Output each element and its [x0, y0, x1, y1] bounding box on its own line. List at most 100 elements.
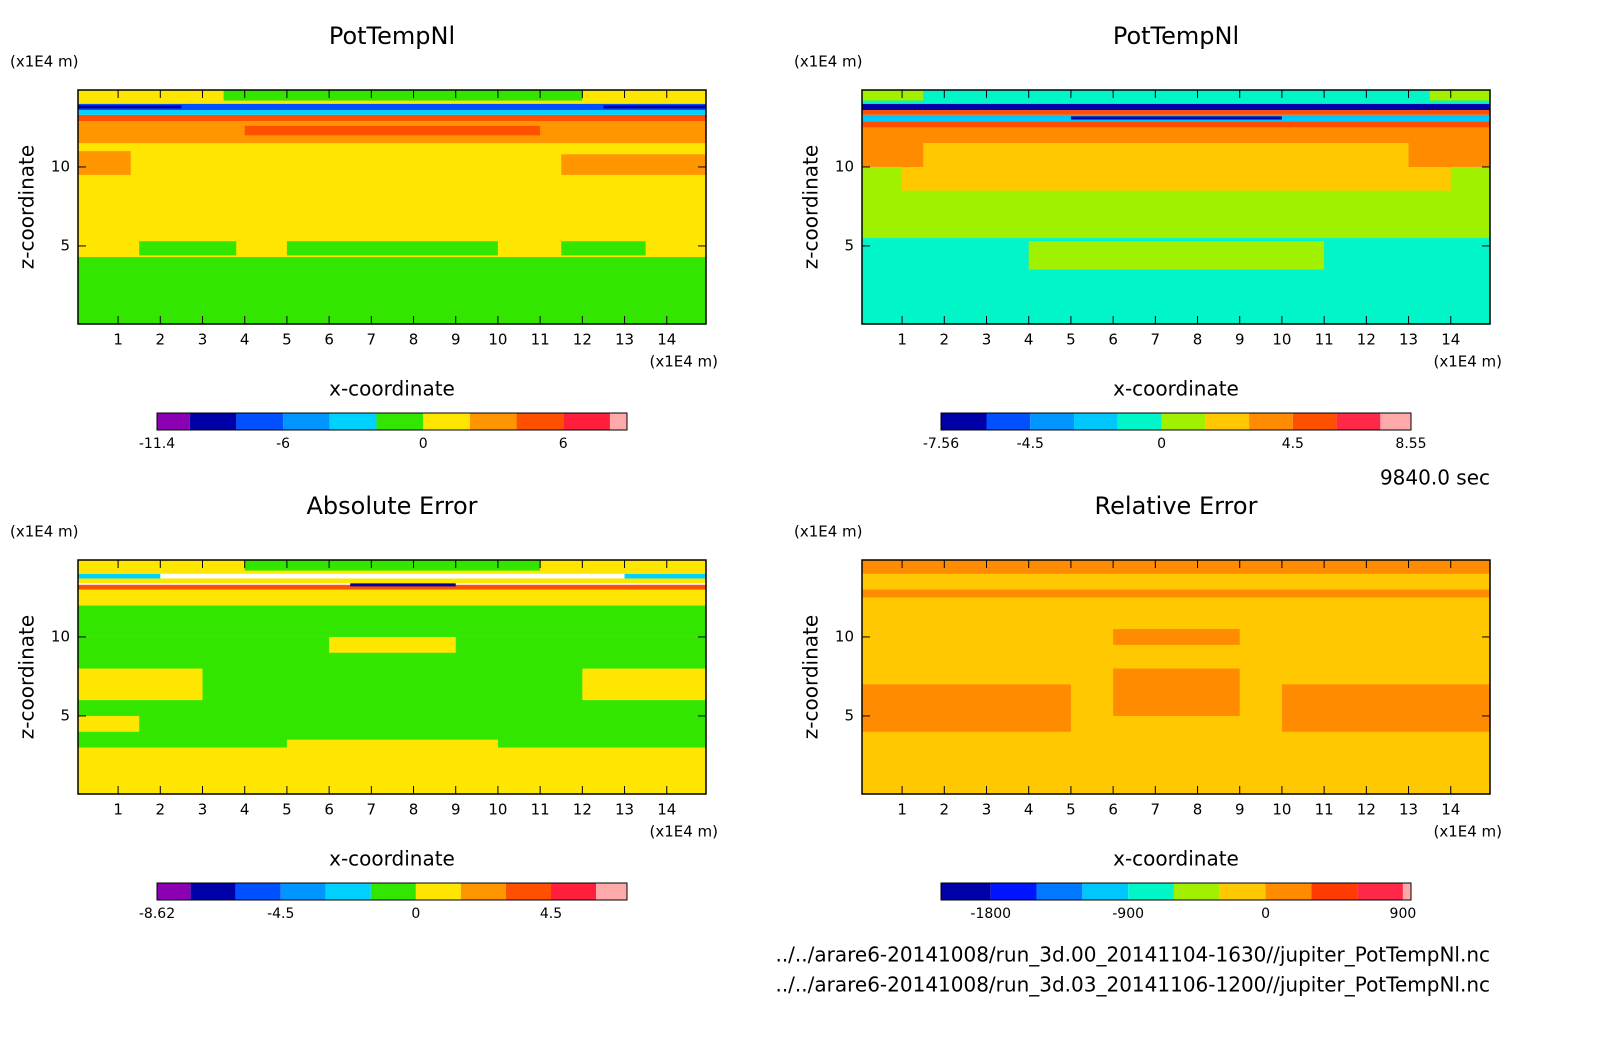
x-tick-label: 12 — [1357, 801, 1376, 819]
colorbar-segment — [1117, 413, 1162, 430]
plot-frame — [861, 559, 1491, 795]
colorbar-segment — [370, 883, 416, 900]
contour-region — [902, 143, 1451, 191]
x-tick-label: 7 — [1151, 801, 1161, 819]
colorbar-segment — [941, 413, 987, 430]
contour-region — [78, 103, 706, 111]
colorbar-segment — [283, 413, 330, 430]
contour-region — [1070, 116, 1282, 120]
colorbar-segment — [1357, 883, 1403, 900]
x-tick-label: 1 — [113, 801, 123, 819]
x-tick-label: 4 — [1024, 801, 1034, 819]
x-tick-label: 13 — [1399, 331, 1418, 349]
colorbar-tick-label: -4.5 — [267, 906, 294, 922]
colorbar-segment — [329, 413, 377, 430]
colorbar-tick-label: -900 — [1112, 906, 1144, 922]
contour-region — [862, 90, 924, 101]
y-axis-label: z-coordinate — [799, 615, 823, 739]
contour-field — [78, 560, 706, 794]
colorbar-segment — [516, 413, 564, 430]
contour-region — [1281, 684, 1490, 732]
x-tick-label: 8 — [1193, 331, 1203, 349]
panel-title: PotTempNl — [1113, 22, 1239, 50]
colorbar-segment — [1336, 413, 1381, 430]
y-unit: (x1E4 m) — [10, 53, 79, 71]
y-axis-label: z-coordinate — [15, 615, 39, 739]
x-tick-label: 10 — [1272, 331, 1291, 349]
contour-region — [286, 241, 498, 256]
x-tick-label: 11 — [1315, 331, 1334, 349]
x-tick-label: 14 — [657, 331, 676, 349]
x-axis-label: x-coordinate — [329, 377, 455, 401]
colorbar-tick-label: -7.56 — [923, 436, 959, 452]
x-tick-label: 2 — [940, 801, 950, 819]
y-tick-label: 10 — [51, 157, 70, 175]
contour-field — [862, 560, 1490, 794]
x-tick-label: 4 — [240, 331, 250, 349]
plot-frame — [861, 89, 1491, 325]
y-tick-label: 5 — [60, 706, 70, 724]
x-tick-label: 3 — [982, 801, 992, 819]
colorbar-segment — [376, 413, 424, 430]
colorbar-segment — [990, 883, 1037, 900]
x-unit: (x1E4 m) — [649, 823, 718, 841]
x-tick-label: 1 — [897, 331, 907, 349]
y-tick-label: 5 — [844, 236, 854, 254]
contour-field — [862, 90, 1490, 324]
colorbar-segment — [551, 883, 597, 900]
x-tick-label: 6 — [324, 801, 334, 819]
contour-region — [78, 257, 706, 324]
contour-region — [78, 605, 706, 637]
x-tick-label: 9 — [1235, 801, 1245, 819]
colorbar-segment — [415, 883, 461, 900]
contour-region — [286, 739, 498, 764]
x-tick-label: 12 — [1357, 331, 1376, 349]
x-axis-label: x-coordinate — [1113, 377, 1239, 401]
x-tick-label: 9 — [451, 801, 461, 819]
colorbar-segment — [1265, 883, 1312, 900]
colorbar-segment — [1292, 413, 1337, 430]
colorbar-tick-label: 8.55 — [1395, 436, 1426, 452]
x-tick-label: 14 — [1441, 331, 1460, 349]
panel-title: Relative Error — [1095, 492, 1258, 520]
x-tick-label: 11 — [531, 801, 550, 819]
colorbar-segment — [563, 413, 610, 430]
colorbar-frame — [156, 412, 628, 431]
colorbar-segment — [325, 883, 371, 900]
x-tick-label: 10 — [488, 801, 507, 819]
contour-region — [862, 103, 1490, 111]
colorbar-frame — [156, 882, 628, 901]
x-tick-label: 6 — [324, 331, 334, 349]
x-tick-label: 10 — [1272, 801, 1291, 819]
colorbar-segment — [986, 413, 1031, 430]
contour-region — [1429, 90, 1490, 101]
y-tick-label: 10 — [51, 627, 70, 645]
colorbar-frame — [940, 882, 1412, 901]
x-tick-label: 7 — [367, 331, 377, 349]
contour-region — [862, 560, 1490, 574]
contour-region — [244, 560, 541, 571]
colorbar-tick-label: 0 — [411, 906, 420, 922]
colorbar-segment — [1311, 883, 1358, 900]
y-unit: (x1E4 m) — [794, 53, 863, 71]
colorbar-segment — [1402, 883, 1411, 900]
contour-region — [1113, 668, 1240, 716]
colorbar-segment — [469, 413, 517, 430]
colorbar-segment — [1205, 413, 1250, 430]
colorbar-segment — [941, 883, 991, 900]
colorbar-segment — [1082, 883, 1129, 900]
colorbar-segment — [1030, 413, 1075, 430]
x-unit: (x1E4 m) — [1433, 823, 1502, 841]
contour-region — [862, 589, 1490, 598]
contour-region — [862, 684, 1071, 732]
x-tick-label: 4 — [240, 801, 250, 819]
colorbar-segment — [1249, 413, 1293, 430]
x-tick-label: 8 — [1193, 801, 1203, 819]
x-axis-label: x-coordinate — [1113, 847, 1239, 871]
colorbar-tick-label: 900 — [1390, 906, 1417, 922]
x-tick-label: 5 — [1066, 801, 1076, 819]
x-tick-label: 13 — [615, 801, 634, 819]
colorbar-segment — [423, 413, 470, 430]
x-tick-label: 6 — [1108, 801, 1118, 819]
x-tick-label: 8 — [409, 801, 419, 819]
